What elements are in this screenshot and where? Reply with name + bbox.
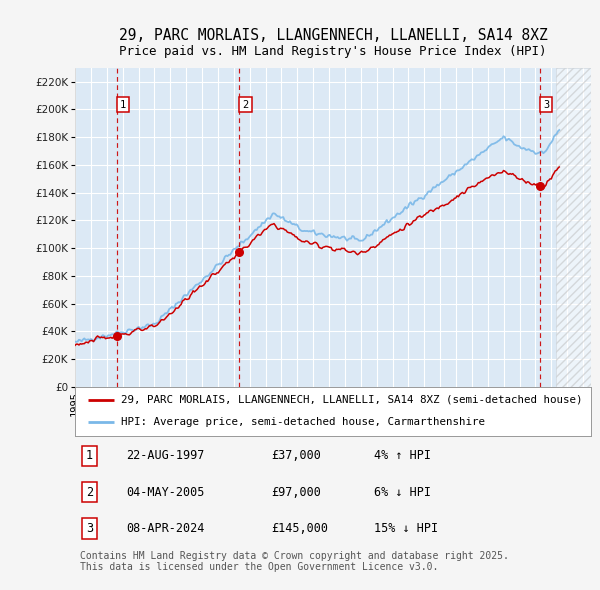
Text: 22-AUG-1997: 22-AUG-1997 xyxy=(127,450,205,463)
Text: 3: 3 xyxy=(543,100,549,110)
Text: 2: 2 xyxy=(242,100,248,110)
Text: 29, PARC MORLAIS, LLANGENNECH, LLANELLI, SA14 8XZ: 29, PARC MORLAIS, LLANGENNECH, LLANELLI,… xyxy=(119,28,547,43)
Text: Price paid vs. HM Land Registry's House Price Index (HPI): Price paid vs. HM Land Registry's House … xyxy=(119,45,547,58)
Text: 4% ↑ HPI: 4% ↑ HPI xyxy=(374,450,431,463)
Text: Contains HM Land Registry data © Crown copyright and database right 2025.
This d: Contains HM Land Registry data © Crown c… xyxy=(80,550,509,572)
Text: £145,000: £145,000 xyxy=(271,522,328,535)
Text: 15% ↓ HPI: 15% ↓ HPI xyxy=(374,522,439,535)
Text: 1: 1 xyxy=(120,100,127,110)
Text: 1: 1 xyxy=(86,450,93,463)
Text: 08-APR-2024: 08-APR-2024 xyxy=(127,522,205,535)
Text: £97,000: £97,000 xyxy=(271,486,321,499)
Text: 2: 2 xyxy=(86,486,93,499)
Text: 04-MAY-2005: 04-MAY-2005 xyxy=(127,486,205,499)
Text: 29, PARC MORLAIS, LLANGENNECH, LLANELLI, SA14 8XZ (semi-detached house): 29, PARC MORLAIS, LLANGENNECH, LLANELLI,… xyxy=(121,395,583,405)
Text: 6% ↓ HPI: 6% ↓ HPI xyxy=(374,486,431,499)
Text: 3: 3 xyxy=(86,522,93,535)
Text: HPI: Average price, semi-detached house, Carmarthenshire: HPI: Average price, semi-detached house,… xyxy=(121,417,485,427)
Text: £37,000: £37,000 xyxy=(271,450,321,463)
